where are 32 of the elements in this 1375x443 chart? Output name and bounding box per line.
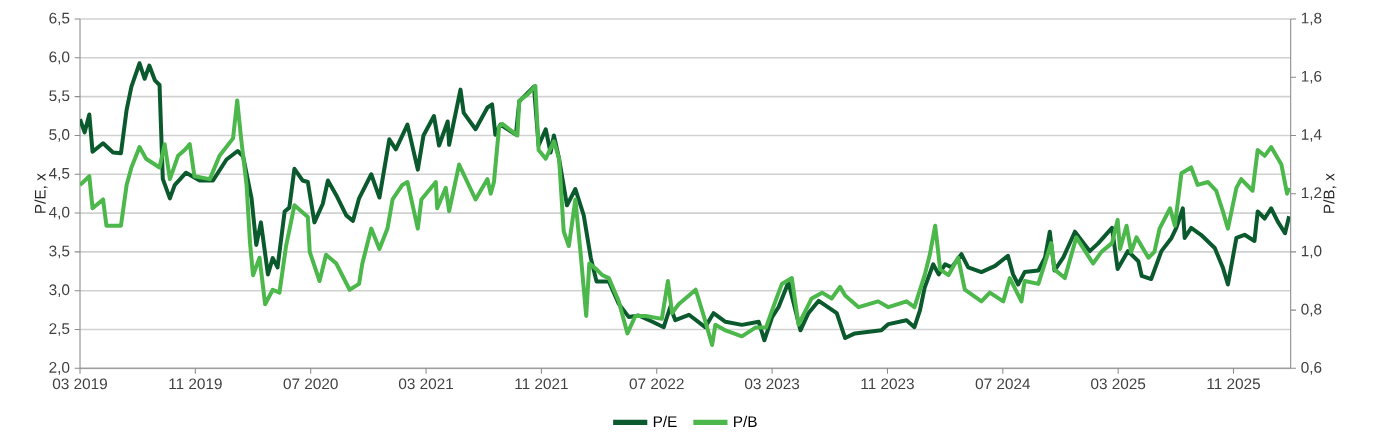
x-tick-label: 03 2021: [398, 378, 453, 390]
y-tick-label: 3,5: [49, 245, 70, 259]
y-tick-label: 5,0: [49, 129, 70, 142]
x-tick-label: 11 2019: [169, 378, 222, 390]
x-tick-label: 11 2023: [861, 378, 914, 390]
x-tick-label: 11 2025: [1207, 378, 1260, 390]
x-tick-label: 11 2021: [515, 378, 568, 390]
y-tick-label: 4,0: [49, 206, 70, 220]
y2-tick-label: 1,6: [1301, 70, 1322, 84]
legend-label: P/B: [734, 415, 757, 428]
y2-tick-label: 0,8: [1301, 303, 1322, 317]
x-tick-label: 03 2023: [745, 378, 800, 390]
y2-tick-label: 1,4: [1301, 129, 1322, 142]
x-tick-label: 03 2019: [52, 378, 107, 390]
y-tick-label: 5,5: [49, 90, 70, 103]
y2-axis-title: P/B, x: [1323, 173, 1337, 213]
y2-tick-label: 1,2: [1301, 187, 1322, 200]
x-tick-label: 07 2022: [629, 378, 684, 390]
y-axis-title: P/E, x: [34, 173, 48, 213]
y2-tick-label: 0,6: [1301, 362, 1322, 375]
x-tick-label: 07 2024: [975, 378, 1031, 390]
y-tick-label: 3,0: [49, 284, 70, 298]
y-tick-label: 6,0: [49, 51, 70, 65]
y-tick-label: 2,5: [49, 323, 70, 336]
x-tick-label: 03 2025: [1091, 378, 1146, 390]
y2-tick-label: 1,8: [1301, 12, 1322, 26]
y2-tick-label: 1,0: [1301, 245, 1322, 259]
x-tick-label: 07 2020: [283, 378, 338, 390]
y-tick-label: 2,0: [49, 362, 70, 375]
y-tick-label: 6,5: [49, 12, 70, 26]
y-tick-label: 4,5: [49, 168, 70, 181]
legend-label: P/E: [653, 415, 677, 428]
